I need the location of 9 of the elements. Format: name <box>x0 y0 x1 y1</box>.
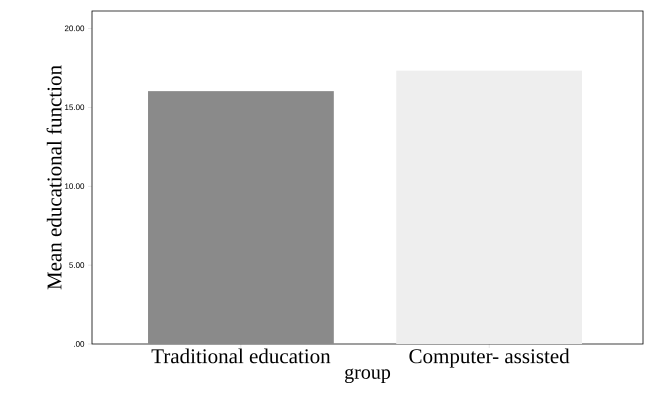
x-tick-label: Computer- assisted <box>409 348 570 368</box>
y-tick-label: 20.00 <box>64 26 84 32</box>
x-axis-title: group <box>345 368 390 384</box>
y-tick-label: 15.00 <box>65 104 84 110</box>
y-axis-title: Mean educational function <box>46 65 62 290</box>
y-tick-label: .00 <box>74 341 84 347</box>
x-tick-label: Traditional education <box>152 348 330 364</box>
y-tick-label: 10.00 <box>65 183 84 190</box>
y-tick-label: 5.00 <box>69 262 84 268</box>
